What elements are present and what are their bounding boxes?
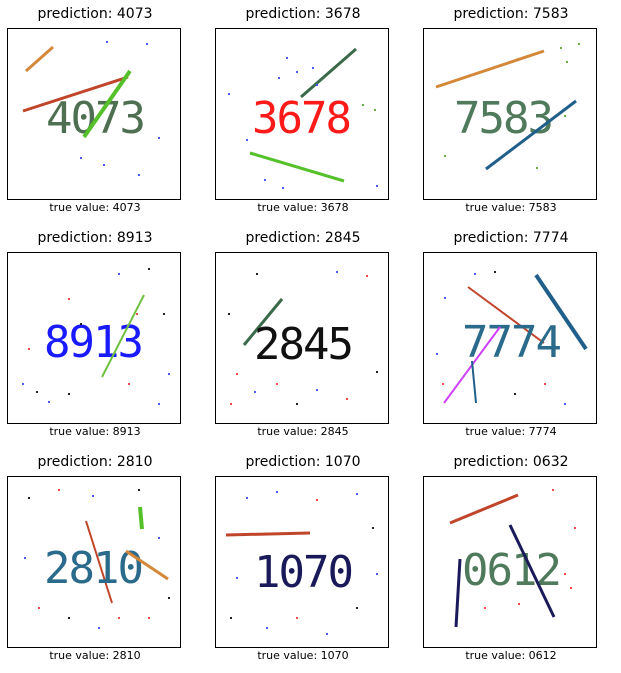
captcha-drawing: 2845 (228, 271, 378, 405)
prediction-title: prediction: 2845 (245, 230, 361, 246)
captcha-drawing: 7583 (435, 43, 580, 171)
true-value-label: true value: 4073 (49, 201, 141, 214)
captcha-drawing: 2810 (24, 489, 170, 629)
true-value-label: true value: 7774 (465, 425, 557, 438)
captcha-cell-9: prediction: 0632 0612 true value: 0612 (416, 448, 606, 673)
captcha-drawing: 3678 (228, 47, 378, 189)
captcha-cell-4: prediction: 8913 8913 true value: 8913 (0, 224, 190, 449)
prediction-title: prediction: 3678 (245, 6, 361, 22)
true-value-label: true value: 0612 (465, 649, 557, 662)
captcha-image: 2810 (7, 476, 181, 648)
true-value-label: true value: 3678 (257, 201, 349, 214)
captcha-cell-7: prediction: 2810 2810 true value: 2810 (0, 448, 190, 673)
captcha-image: 7583 (423, 28, 597, 200)
prediction-title: prediction: 1070 (245, 454, 361, 470)
true-value-label: true value: 8913 (49, 425, 141, 438)
captcha-text: 8913 (44, 317, 142, 368)
true-value-label: true value: 2845 (257, 425, 349, 438)
true-value-label: true value: 7583 (465, 201, 557, 214)
captcha-text: 1070 (254, 547, 352, 598)
captcha-cell-5: prediction: 2845 2845 true value: 2845 (208, 224, 398, 449)
captcha-text: 7774 (462, 317, 560, 368)
captcha-text: 2845 (254, 319, 352, 370)
true-value-label: true value: 2810 (49, 649, 141, 662)
captcha-cell-8: prediction: 1070 1070 true value: 1070 (208, 448, 398, 673)
captcha-cell-2: prediction: 3678 3678 true value: 3678 (208, 0, 398, 225)
captcha-image: 4073 (7, 28, 181, 200)
captcha-drawing: 8913 (22, 268, 170, 405)
captcha-drawing: 4073 (22, 41, 160, 176)
prediction-title: prediction: 0632 (453, 454, 569, 470)
prediction-title: prediction: 4073 (37, 6, 153, 22)
captcha-cell-6: prediction: 7774 7774 true value: 7774 (416, 224, 606, 449)
captcha-text: 3678 (252, 93, 350, 144)
prediction-title: prediction: 7583 (453, 6, 569, 22)
prediction-title: prediction: 2810 (37, 454, 153, 470)
captcha-drawing: 0612 (449, 489, 576, 628)
captcha-image: 7774 (423, 252, 597, 424)
captcha-drawing: 7774 (436, 271, 588, 405)
captcha-image: 8913 (7, 252, 181, 424)
captcha-drawing: 1070 (225, 491, 378, 635)
captcha-text: 0612 (462, 545, 560, 596)
prediction-title: prediction: 7774 (453, 230, 569, 246)
prediction-title: prediction: 8913 (37, 230, 153, 246)
captcha-image: 1070 (215, 476, 389, 648)
captcha-cell-1: prediction: 4073 4073 true value: 4073 (0, 0, 190, 225)
captcha-image: 0612 (423, 476, 597, 648)
true-value-label: true value: 1070 (257, 649, 349, 662)
captcha-text: 7583 (454, 93, 552, 144)
captcha-image: 2845 (215, 252, 389, 424)
captcha-image: 3678 (215, 28, 389, 200)
captcha-cell-3: prediction: 7583 7583 true value: 7583 (416, 0, 606, 225)
